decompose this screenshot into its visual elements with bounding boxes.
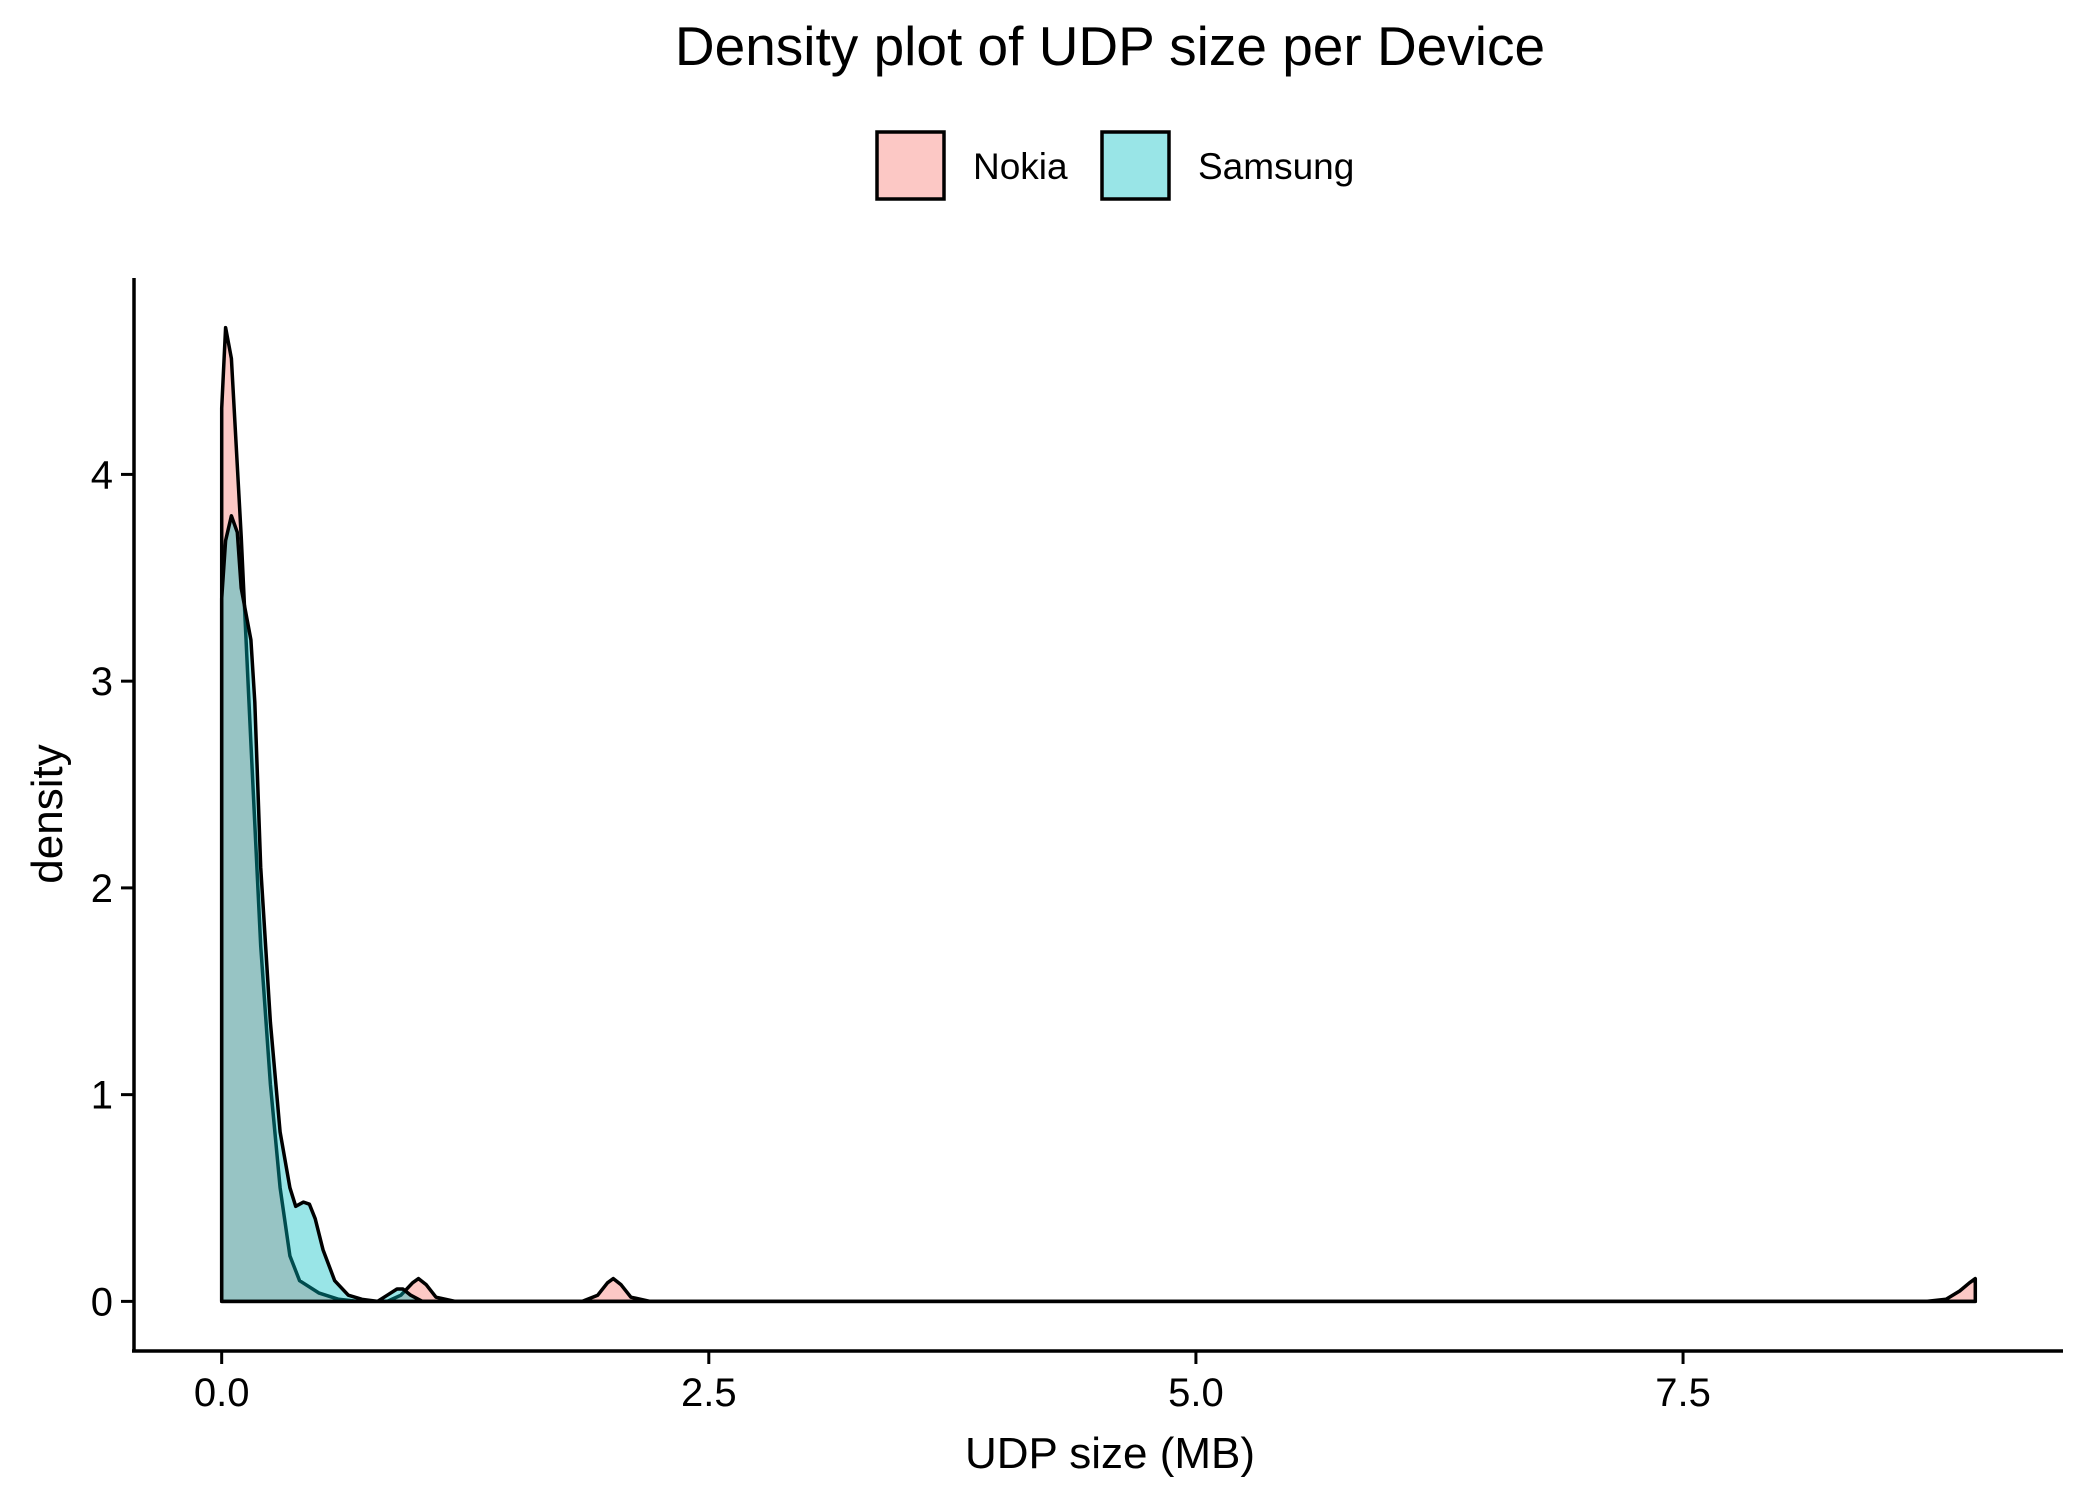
y-tick-label: 2 xyxy=(91,867,113,911)
legend-key-samsung xyxy=(1100,130,1171,201)
x-tick-label: 5.0 xyxy=(1168,1371,1224,1415)
y-tick-label: 0 xyxy=(91,1280,113,1324)
x-axis-title: UDP size (MB) xyxy=(965,1429,1255,1478)
chart-title: Density plot of UDP size per Device xyxy=(675,15,1545,77)
x-axis-ticks: 0.0 2.5 5.0 7.5 xyxy=(194,1351,1711,1415)
density-area-nokia xyxy=(219,325,1978,1304)
density-area-samsung xyxy=(219,514,1978,1304)
y-tick-label: 3 xyxy=(91,660,113,704)
y-tick-label: 1 xyxy=(91,1074,113,1118)
series-layer xyxy=(219,325,1978,1304)
x-tick-label: 0.0 xyxy=(194,1371,250,1415)
legend: Nokia Samsung xyxy=(875,130,1354,201)
y-axis-title: density xyxy=(23,744,72,883)
x-tick-label: 7.5 xyxy=(1655,1371,1711,1415)
legend-label-nokia: Nokia xyxy=(973,146,1068,187)
legend-key-nokia xyxy=(875,130,946,201)
legend-label-samsung: Samsung xyxy=(1198,146,1354,187)
x-tick-label: 2.5 xyxy=(681,1371,737,1415)
y-axis-ticks: 0 1 2 3 4 xyxy=(91,453,134,1324)
y-tick-label: 4 xyxy=(91,453,113,497)
